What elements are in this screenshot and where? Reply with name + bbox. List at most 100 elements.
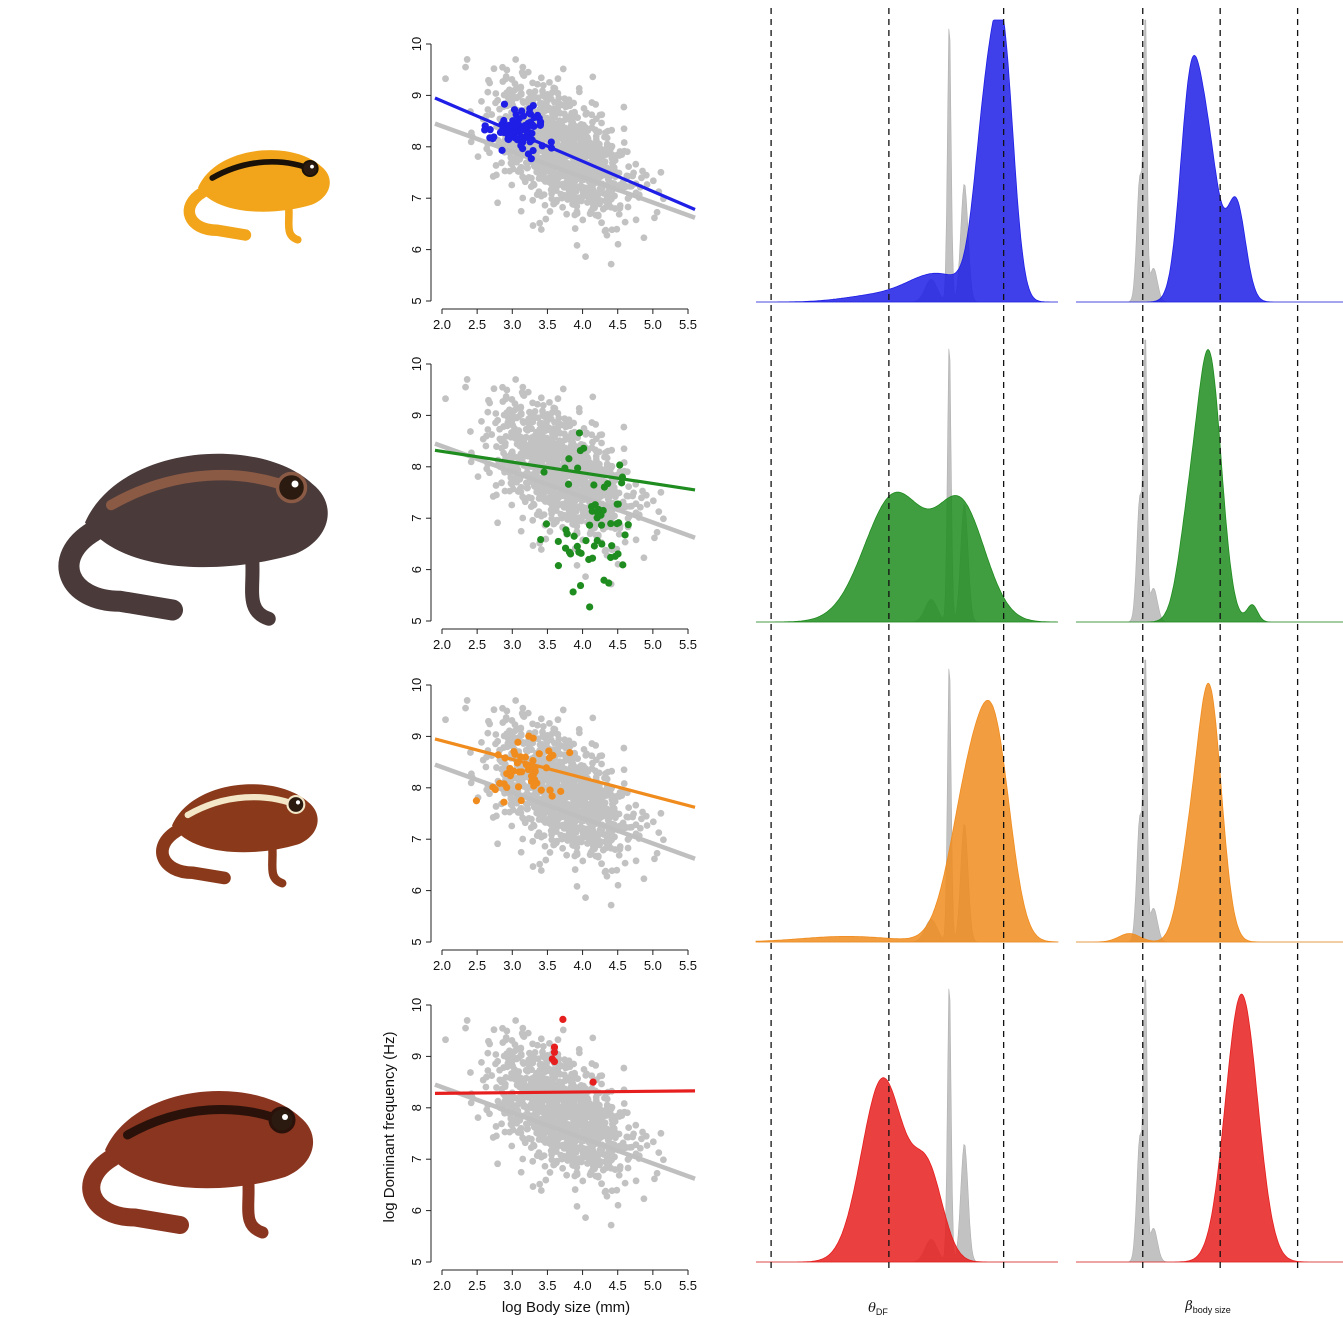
background-point [590, 461, 598, 468]
background-point [557, 480, 565, 488]
background-point [502, 1093, 509, 1101]
background-point [598, 1117, 606, 1125]
x-tick-label: 2.5 [468, 637, 486, 652]
x-tick-label: 2.5 [468, 958, 486, 973]
background-point [625, 163, 633, 171]
background-point [603, 812, 611, 819]
background-point [519, 1024, 527, 1032]
species-point [486, 126, 494, 134]
background-point [506, 1047, 513, 1055]
background-point [547, 760, 555, 767]
background-point [519, 418, 527, 425]
background-point [575, 143, 583, 150]
background-point [474, 1114, 482, 1122]
background-point [482, 1083, 490, 1091]
background-point [618, 151, 626, 159]
background-point [649, 1138, 657, 1146]
background-point [621, 538, 629, 546]
y-tick-label: 7 [409, 836, 424, 843]
background-point [542, 1075, 550, 1083]
species-point [540, 468, 548, 476]
background-point [608, 226, 616, 234]
background-point [544, 90, 551, 98]
background-point [559, 203, 567, 211]
background-point [590, 808, 598, 815]
background-point [502, 1034, 510, 1041]
frog-hind-leg [156, 824, 231, 885]
species-point [489, 783, 497, 791]
background-point [484, 729, 492, 737]
y-tick-label: 10 [409, 678, 424, 692]
background-point [533, 452, 541, 460]
background-point [467, 749, 474, 756]
x-tick-label: 2.5 [468, 317, 486, 332]
background-point [620, 125, 628, 133]
species-point [570, 532, 578, 540]
species-point [500, 100, 509, 108]
background-point [486, 399, 494, 407]
background-point [492, 419, 499, 427]
background-point [595, 448, 603, 456]
background-point [496, 435, 504, 443]
background-point [551, 726, 559, 733]
frog-eye-highlight [291, 480, 299, 488]
background-point [507, 474, 515, 482]
background-point [582, 751, 590, 759]
background-point [569, 1080, 577, 1088]
background-point [615, 530, 623, 538]
background-point [536, 1067, 544, 1074]
background-point [616, 822, 624, 830]
background-point [524, 388, 532, 396]
background-point [649, 818, 657, 826]
background-point [608, 867, 616, 875]
background-point [494, 840, 502, 848]
background-point [580, 762, 587, 770]
background-point [636, 503, 644, 511]
background-point [589, 1158, 597, 1165]
background-point [571, 1123, 579, 1131]
background-point [500, 411, 508, 419]
background-point [610, 805, 618, 812]
background-point [524, 1029, 532, 1037]
species-point [608, 542, 616, 550]
x-tick-label: 2.0 [433, 958, 451, 973]
background-point [589, 799, 597, 806]
background-point [542, 427, 549, 434]
background-point [584, 768, 592, 775]
background-point [484, 106, 492, 113]
background-point [539, 401, 547, 409]
background-point [536, 219, 544, 227]
background-point [571, 1161, 579, 1169]
background-point [552, 187, 560, 195]
background-point [651, 1175, 658, 1183]
background-point [579, 857, 587, 865]
background-point [542, 856, 550, 864]
background-point [640, 875, 648, 883]
background-point [562, 779, 570, 787]
background-point [643, 822, 651, 829]
background-point [554, 395, 562, 403]
background-point [598, 111, 606, 119]
background-point [643, 501, 651, 508]
background-point [474, 473, 482, 481]
background-point [589, 826, 597, 833]
background-point [590, 487, 598, 494]
species-point [550, 1048, 559, 1056]
background-point [542, 1113, 549, 1121]
background-point [649, 177, 657, 185]
background-point [508, 1037, 516, 1044]
species-point [536, 120, 545, 128]
species-point [624, 521, 632, 529]
background-point [527, 1144, 535, 1152]
frog-front-leg [244, 541, 276, 626]
background-point [517, 1168, 525, 1176]
background-point [490, 385, 498, 393]
background-point [489, 814, 497, 821]
background-point [655, 829, 663, 837]
background-point [551, 739, 558, 747]
background-point [565, 828, 573, 836]
species-density [1076, 54, 1343, 303]
frog-eye [275, 471, 308, 504]
background-point [615, 210, 623, 218]
